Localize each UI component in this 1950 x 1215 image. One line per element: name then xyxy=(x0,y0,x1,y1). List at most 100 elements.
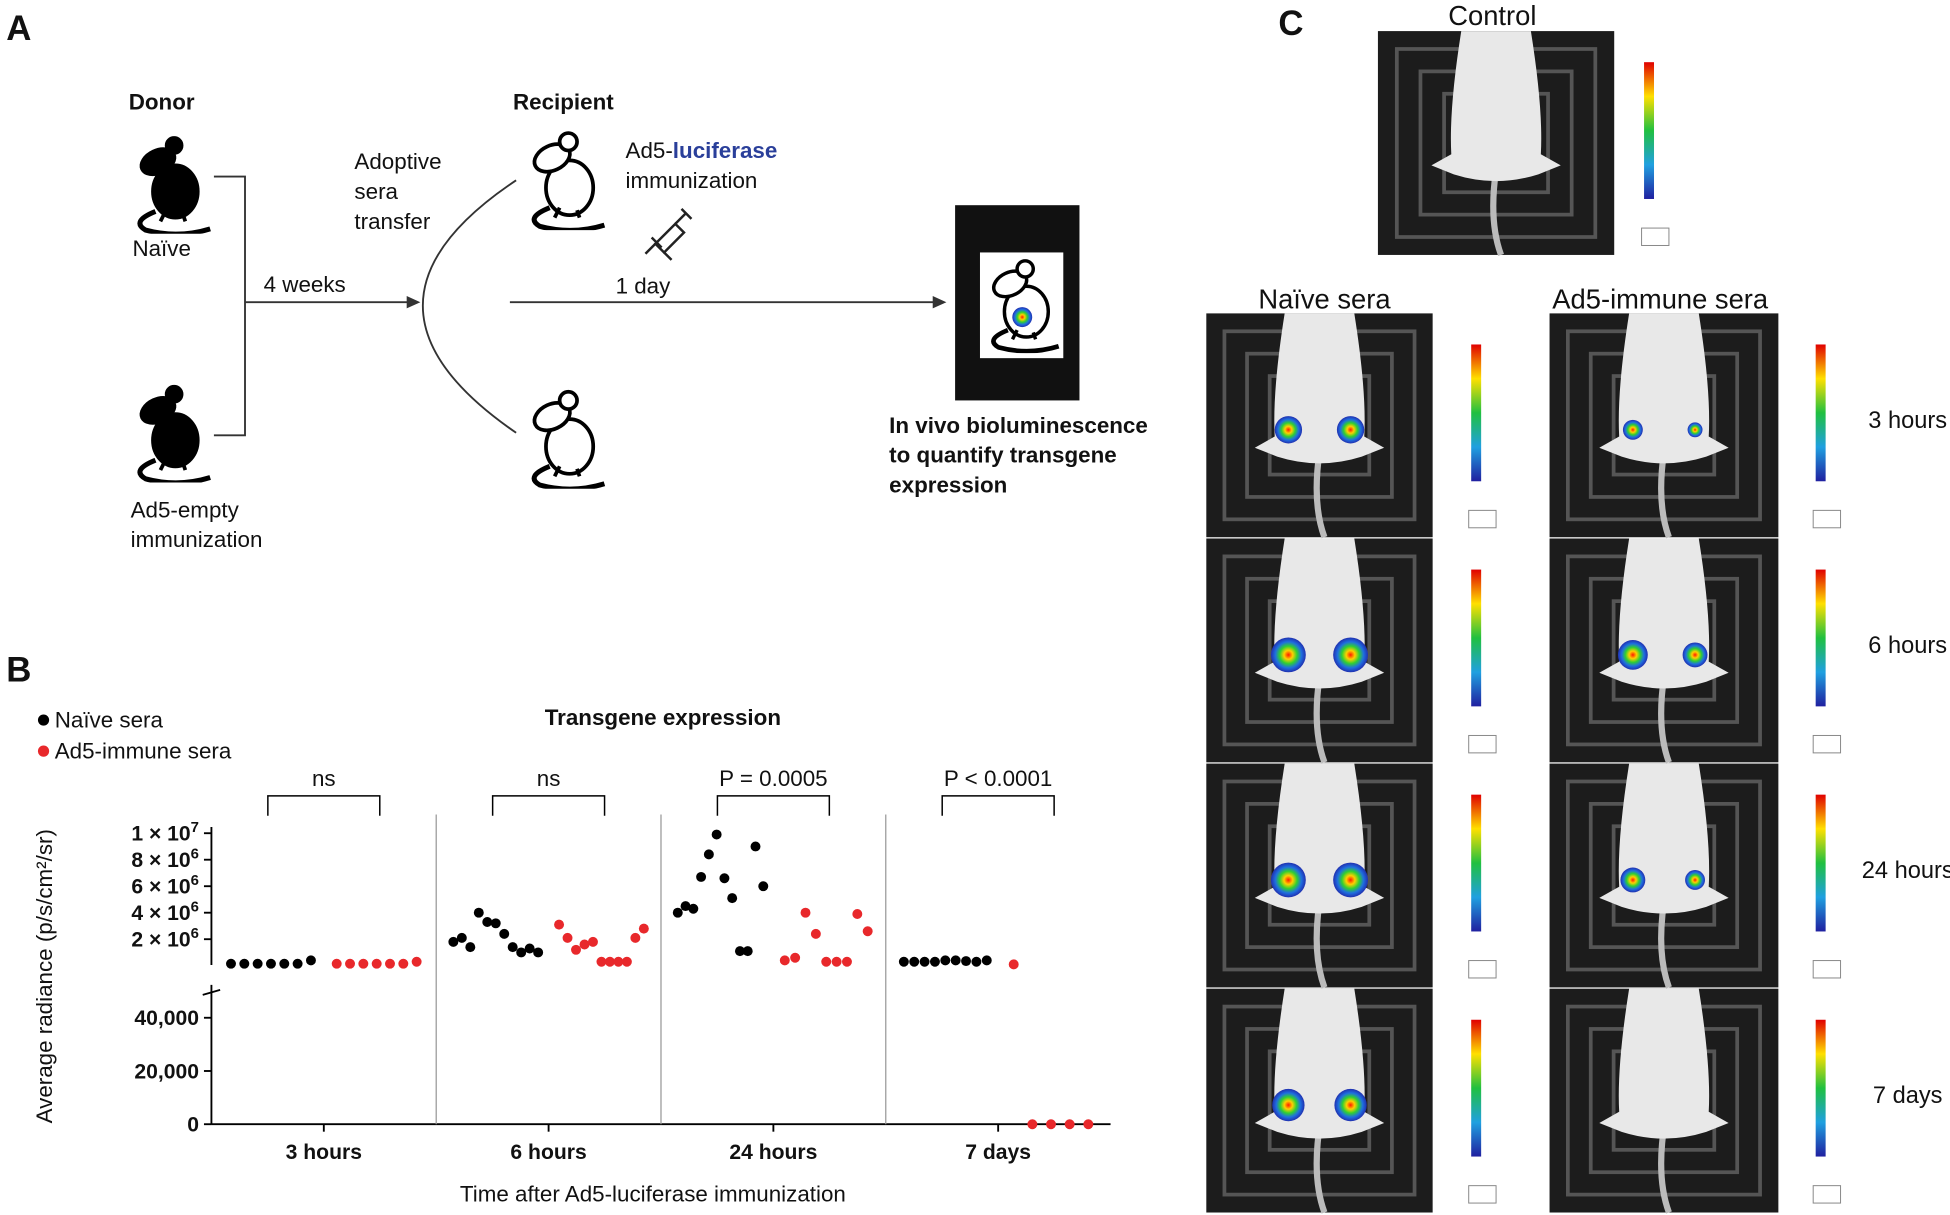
duration-label: 4 weeks xyxy=(264,272,346,297)
significance-label: P = 0.0005 xyxy=(719,766,827,791)
panel-label: B xyxy=(6,650,31,689)
arrowhead xyxy=(932,295,947,309)
y-tick-label: 2 × 106 xyxy=(131,925,199,952)
x-axis-label: Time after Ad5-luciferase immunization xyxy=(460,1181,846,1206)
duration-label: 1 day xyxy=(616,273,672,298)
signal-blob xyxy=(1012,307,1033,328)
signal-blob xyxy=(1622,419,1643,440)
tick-exponent: 6 xyxy=(191,898,199,915)
readout-label: to quantify transgene xyxy=(889,443,1117,468)
data-point xyxy=(398,958,409,969)
data-point xyxy=(680,901,691,912)
colorbar-legend xyxy=(1468,734,1497,754)
y-tick-label: 20,000 xyxy=(134,1060,199,1083)
colorbar-legend xyxy=(1812,509,1842,529)
signal-blob xyxy=(1270,637,1306,673)
significance-bracket xyxy=(941,795,1055,816)
mouse-body xyxy=(1599,988,1729,1139)
data-point xyxy=(742,946,753,957)
arrowhead xyxy=(406,295,421,309)
data-point xyxy=(852,909,863,920)
legend-label: Ad5-immune sera xyxy=(55,739,232,764)
data-point xyxy=(1064,1119,1075,1130)
column-label: Ad5-immune sera xyxy=(1552,283,1769,314)
tick-text: 2 × 10 xyxy=(131,929,190,952)
data-point xyxy=(688,903,699,914)
text: Ad5- xyxy=(626,138,673,163)
data-point xyxy=(909,956,920,967)
significance-bracket xyxy=(267,795,381,816)
tick-exponent: 7 xyxy=(191,819,199,836)
ad5-empty-label: immunization xyxy=(131,527,263,552)
colorbar xyxy=(1644,62,1655,199)
donor-mouse xyxy=(136,386,210,483)
signal-blob xyxy=(1687,422,1703,438)
data-point xyxy=(800,907,811,918)
colorbar xyxy=(1815,1019,1826,1157)
data-point xyxy=(831,956,842,967)
data-point xyxy=(265,958,276,969)
significance-label: ns xyxy=(312,766,336,791)
data-point xyxy=(613,956,624,967)
x-tick-label: 7 days xyxy=(965,1141,1031,1164)
data-point xyxy=(734,946,745,957)
signal-blob xyxy=(1617,639,1648,670)
significance-label: ns xyxy=(537,766,561,791)
data-point xyxy=(1083,1119,1094,1130)
signal-blob xyxy=(1620,867,1646,893)
data-point xyxy=(448,936,459,947)
signal-blob xyxy=(1272,1088,1305,1122)
colorbar-legend xyxy=(1812,960,1842,979)
data-point xyxy=(719,873,730,884)
mouse-body xyxy=(1431,31,1561,182)
signal-blob xyxy=(1333,862,1368,898)
data-point xyxy=(961,956,972,967)
split-arc xyxy=(421,179,517,434)
text: luciferase xyxy=(673,138,777,163)
signal-blob xyxy=(1334,1088,1367,1122)
tick-exponent: 6 xyxy=(191,925,199,942)
colorbar-legend xyxy=(1468,509,1497,529)
recipient-mouse xyxy=(530,392,604,489)
panel-a: A Donor Naïve Ad5-empty immunization 4 w… xyxy=(6,9,1148,552)
data-point xyxy=(672,907,683,918)
data-point xyxy=(456,932,467,943)
colorbar xyxy=(1815,344,1826,482)
transfer-label: sera xyxy=(354,179,398,204)
panel-label: A xyxy=(6,9,31,48)
signal-blob xyxy=(1270,862,1306,898)
readout-label: In vivo bioluminescence xyxy=(889,413,1148,438)
y-axis-label: Average radiance (p/s/cm²/sr) xyxy=(32,829,57,1123)
data-point xyxy=(841,956,852,967)
data-point xyxy=(587,936,598,947)
data-point xyxy=(758,881,769,892)
colorbar xyxy=(1471,794,1482,932)
transfer-label: transfer xyxy=(354,209,430,234)
panel-label: C xyxy=(1278,4,1303,43)
tick-text: 20,000 xyxy=(134,1060,199,1083)
data-point xyxy=(345,958,355,969)
data-point xyxy=(790,952,801,963)
data-point xyxy=(465,942,476,953)
colorbar xyxy=(1815,569,1826,707)
recipient-mouse xyxy=(530,133,604,230)
data-point xyxy=(940,955,951,966)
row-label: 6 hours xyxy=(1868,633,1947,659)
data-point xyxy=(524,943,535,954)
data-point xyxy=(252,958,263,969)
data-point xyxy=(821,956,832,967)
data-point xyxy=(516,947,527,958)
donor-label: Donor xyxy=(129,89,195,114)
colorbar xyxy=(1815,794,1826,932)
data-point xyxy=(292,958,303,969)
data-point xyxy=(810,928,821,939)
colorbar xyxy=(1471,344,1482,482)
data-point xyxy=(604,956,615,967)
data-point xyxy=(411,956,422,967)
signal-blob xyxy=(1682,642,1708,668)
control-label: Control xyxy=(1448,0,1536,31)
immunization-label: Ad5-luciferase xyxy=(626,138,778,163)
chart-title: Transgene expression xyxy=(545,705,781,730)
data-point xyxy=(1008,959,1019,970)
